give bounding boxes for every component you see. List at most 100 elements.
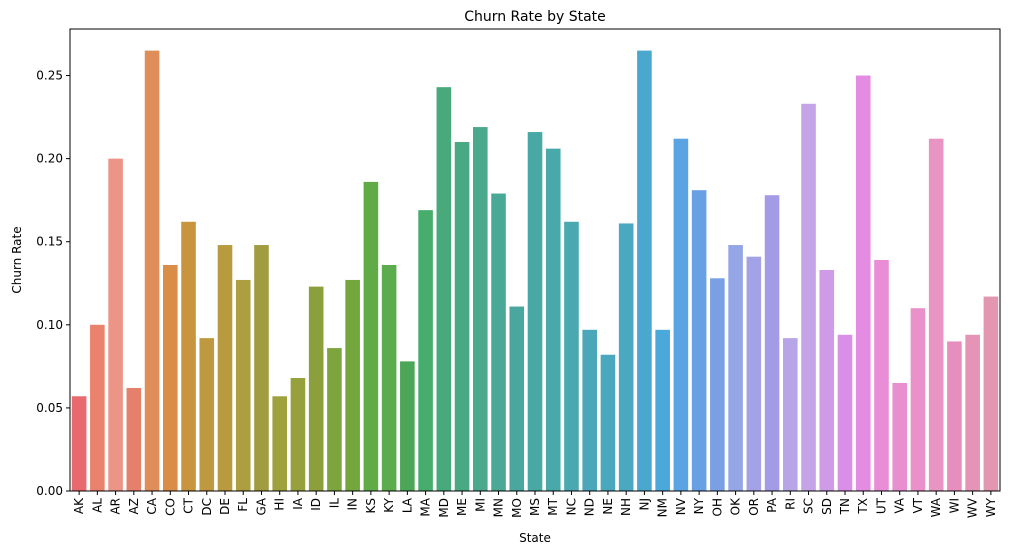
bar-md — [436, 87, 452, 492]
x-tick-label-ms: MS — [528, 498, 542, 516]
x-tick-label-id: ID — [309, 498, 323, 511]
x-tick-label-vt: VT — [911, 497, 925, 513]
x-tick-label-nc: NC — [564, 498, 578, 515]
bar-in — [345, 279, 360, 491]
x-tick-label-tn: TN — [838, 498, 852, 515]
x-tick-label-fl: FL — [236, 498, 250, 512]
chart-title: Churn Rate by State — [464, 9, 606, 25]
bar-nj — [637, 50, 652, 491]
x-tick-label-dc: DC — [200, 498, 214, 516]
bar-ak — [71, 396, 87, 491]
y-tick-label: 0.00 — [36, 484, 63, 498]
x-tick-label-al: AL — [90, 498, 104, 513]
x-tick-label-tx: TX — [856, 498, 870, 515]
bar-ks — [363, 181, 379, 491]
bar-wv — [965, 334, 980, 491]
bar-ga — [254, 245, 269, 491]
x-tick-label-ks: KS — [364, 498, 378, 514]
y-axis: 0.00 0.05 0.10 0.15 0.20 0.25 — [36, 69, 70, 498]
bar-co — [163, 264, 178, 491]
bar-wa — [928, 138, 944, 491]
x-tick-label-nj: NJ — [637, 498, 651, 511]
x-tick-label-mt: MT — [546, 497, 560, 515]
bar-mn — [491, 193, 506, 491]
bar-wi — [947, 341, 962, 491]
x-tick-label-wi: WI — [947, 498, 961, 513]
x-tick-label-ok: OK — [729, 497, 743, 515]
x-tick-label-va: VA — [893, 497, 907, 513]
bar-ia — [290, 377, 306, 491]
bar-me — [454, 142, 470, 491]
bar-ca — [144, 50, 160, 491]
x-tick-label-ca: CA — [145, 497, 159, 514]
bar-de — [217, 245, 233, 491]
x-tick-label-nd: ND — [583, 498, 597, 516]
x-tick-label-co: CO — [163, 498, 177, 516]
bar-sc — [801, 103, 816, 491]
x-tick-label-or: OR — [747, 498, 761, 516]
bar-mo — [509, 306, 525, 491]
x-tick-label-wv: WV — [966, 497, 980, 518]
bar-fl — [235, 279, 251, 491]
x-tick-label-mi: MI — [473, 498, 487, 512]
x-tick-label-nh: NH — [619, 498, 633, 516]
x-tick-label-in: IN — [346, 498, 360, 511]
x-tick-label-sc: SC — [802, 498, 816, 514]
bar-ms — [527, 132, 543, 492]
bar-ny — [691, 190, 707, 491]
bar-mt — [545, 148, 561, 491]
y-tick-label: 0.10 — [36, 318, 63, 332]
x-tick-label-ak: AK — [72, 497, 86, 514]
x-tick-label-wy: WY — [984, 497, 998, 517]
x-tick-label-ga: GA — [254, 497, 268, 515]
bar-nh — [618, 223, 634, 491]
x-tick-label-il: IL — [327, 498, 341, 509]
bar-nd — [582, 329, 597, 491]
bar-il — [327, 348, 342, 491]
x-tick-label-ia: IA — [291, 497, 305, 510]
y-tick-label: 0.05 — [36, 401, 63, 415]
y-tick-label: 0.25 — [36, 69, 63, 83]
bar-or — [746, 256, 762, 491]
bar-oh — [710, 278, 725, 491]
bar-vt — [910, 308, 926, 491]
bar-pa — [764, 195, 780, 491]
x-tick-label-mn: MN — [492, 498, 506, 517]
bar-ri — [783, 338, 798, 491]
y-tick-label: 0.20 — [36, 152, 63, 166]
x-tick-label-ar: AR — [109, 498, 123, 515]
x-tick-label-nm: NM — [656, 498, 670, 517]
x-tick-label-ct: CT — [182, 497, 196, 513]
bar-al — [90, 324, 105, 491]
bar-ma — [418, 210, 433, 491]
x-tick-label-ma: MA — [419, 497, 433, 516]
bar-wy — [983, 296, 999, 491]
bars-group — [71, 50, 999, 492]
bar-mi — [473, 127, 488, 492]
x-tick-label-ny: NY — [692, 497, 706, 514]
bar-hi — [272, 396, 287, 491]
bar-sd — [819, 269, 835, 491]
x-tick-label-wa: WA — [929, 497, 943, 517]
bar-ct — [181, 221, 196, 491]
bar-ar — [108, 158, 123, 491]
bar-id — [308, 286, 324, 491]
bar-ok — [728, 245, 743, 491]
bar-la — [400, 361, 415, 491]
x-tick-label-ut: UT — [874, 497, 888, 514]
x-tick-label-md: MD — [437, 498, 451, 518]
x-axis: AK AL AR AZ CA CO CT DC DE FL GA HI IA ID IL IN KS KY LA MA… — [72, 491, 998, 518]
plot-frame — [69, 28, 1001, 492]
bar-ky — [381, 264, 397, 491]
x-tick-label-hi: HI — [273, 498, 287, 511]
x-tick-label-pa: PA — [765, 497, 779, 512]
bar-az — [126, 387, 142, 491]
bar-ut — [874, 260, 889, 491]
bar-dc — [199, 338, 215, 491]
x-tick-label-nv: NV — [674, 497, 688, 515]
x-tick-label-sd: SD — [820, 498, 834, 515]
bar-tn — [837, 334, 853, 491]
bar-tx — [855, 75, 871, 491]
bar-nm — [655, 329, 670, 491]
